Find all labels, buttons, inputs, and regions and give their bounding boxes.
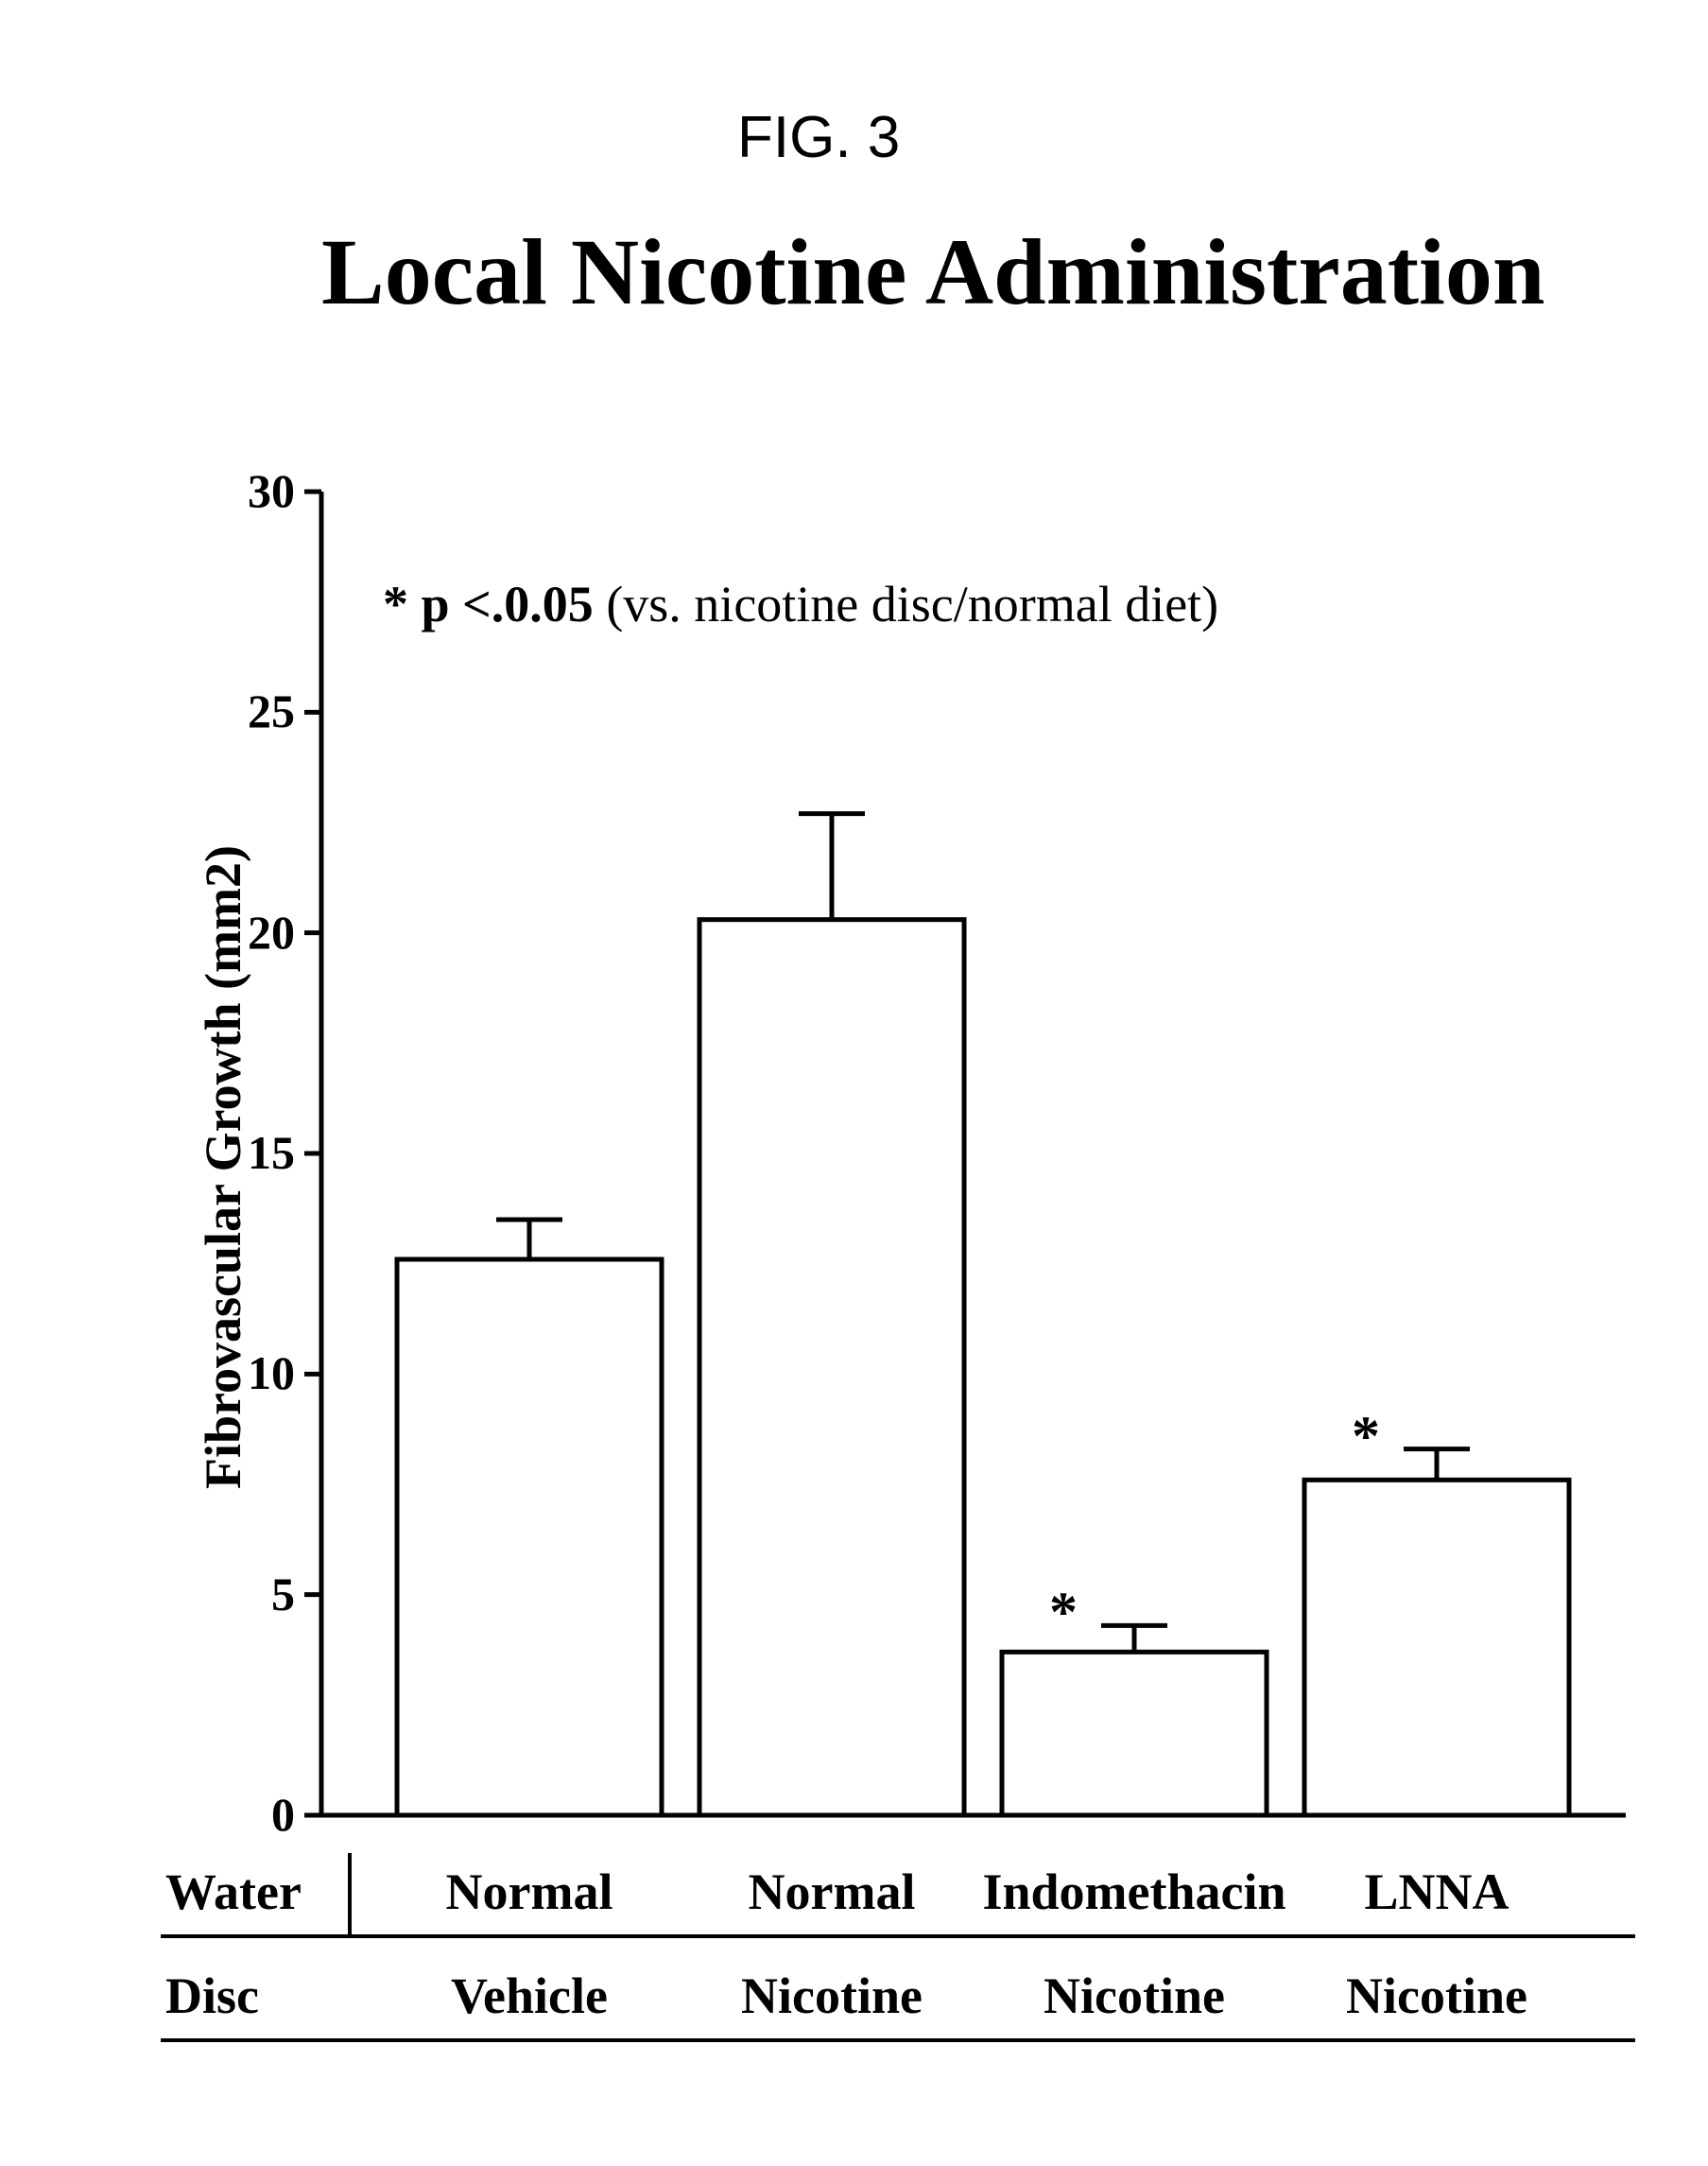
y-tick-label: 5 (219, 1567, 295, 1621)
y-tick-label: 25 (219, 684, 295, 738)
y-tick-label: 15 (219, 1125, 295, 1180)
category-water-label: LNNA (1248, 1863, 1626, 1921)
category-disc-label: Nicotine (1248, 1967, 1626, 2025)
y-tick-label: 0 (219, 1787, 295, 1842)
y-tick-label: 30 (219, 463, 295, 518)
figure-page: FIG. 3 Local Nicotine Administration * p… (0, 0, 1708, 2166)
significance-star: * (1035, 1580, 1092, 1645)
significance-star: * (1337, 1404, 1394, 1469)
x-row-label-water: Water (165, 1863, 302, 1921)
y-tick-label: 10 (219, 1345, 295, 1400)
x-row-label-disc: Disc (165, 1967, 259, 2025)
y-tick-label: 20 (219, 905, 295, 960)
